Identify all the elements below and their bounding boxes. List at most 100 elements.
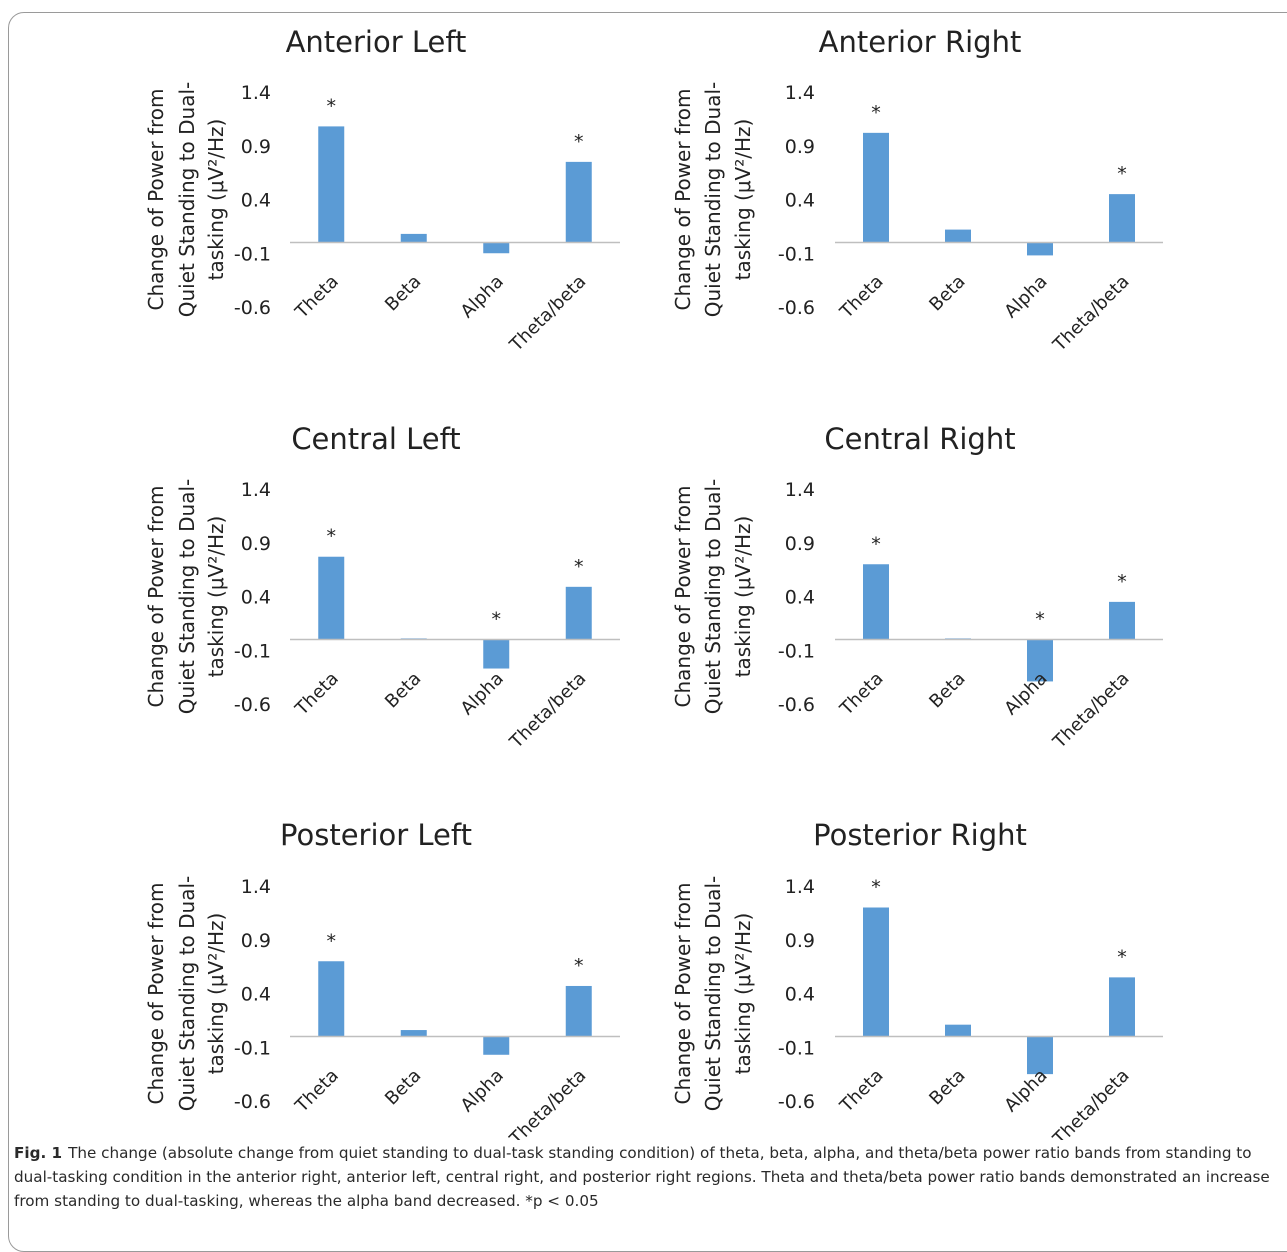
chart-1-bar-beta: [400, 233, 427, 243]
chart-1: Anterior Left Change of Power from Quiet S…: [144, 25, 620, 356]
caption-label: Fig. 1: [14, 1144, 63, 1162]
chart-2-sig-marker-1: *: [871, 102, 881, 124]
chart-3-ylabel-line-3: tasking (μV²/Hz): [204, 516, 228, 678]
chart-3-sig-marker-4: *: [574, 556, 584, 578]
chart-5-ytick-3: 0.4: [241, 984, 271, 1006]
chart-4-ylabel-line-3: tasking (μV²/Hz): [731, 516, 755, 678]
chart-2-bar-beta: [945, 229, 971, 243]
chart-5-xtick-2: Beta: [381, 1065, 425, 1109]
chart-2-xtick-3: Alpha: [1000, 271, 1051, 322]
chart-1-bar-alpha: [483, 242, 510, 254]
chart-2-xtick-2: Beta: [925, 271, 969, 315]
chart-4-ytick-1: 1.4: [785, 479, 815, 501]
chart-4-bar-theta-beta: [1109, 601, 1135, 640]
chart-2-ytick-5: -0.6: [778, 297, 815, 319]
chart-5-bar-beta: [400, 1030, 427, 1037]
chart-4-ytick-2: 0.9: [785, 533, 815, 555]
chart-2-xtick-4: Theta/beta: [1049, 271, 1134, 356]
chart-3-xtick-2: Beta: [381, 668, 425, 712]
chart-5-ylabel-line-1: Change of Power from: [144, 883, 168, 1105]
chart-5-bar-alpha: [483, 1036, 510, 1055]
chart-6-ylabel-line-2: Quiet Standing to Dual-: [701, 876, 725, 1111]
chart-1-title: Anterior Left: [286, 25, 467, 59]
chart-3-xtick-4: Theta/beta: [505, 668, 590, 753]
chart-6-ylabel-line-3: tasking (μV²/Hz): [731, 913, 755, 1075]
chart-3-sig-marker-3: *: [492, 609, 502, 631]
chart-6-ytick-4: -0.1: [778, 1037, 815, 1059]
chart-5-xtick-3: Alpha: [457, 1065, 508, 1116]
chart-6-ytick-5: -0.6: [778, 1091, 815, 1113]
chart-4-ylabel-line-2: Quiet Standing to Dual-: [701, 479, 725, 714]
chart-2-title: Anterior Right: [819, 25, 1022, 59]
chart-1-xtick-4: Theta/beta: [505, 271, 590, 356]
caption-text: The change (absolute change from quiet s…: [14, 1144, 1270, 1210]
chart-2-sig-marker-4: *: [1117, 163, 1127, 185]
chart-1-bar-theta: [318, 126, 345, 243]
chart-3-ylabel-line-1: Change of Power from: [144, 486, 168, 708]
chart-1-ylabel-line-3: tasking (μV²/Hz): [204, 119, 228, 281]
chart-5-ytick-1: 1.4: [241, 876, 271, 898]
chart-6-xtick-3: Alpha: [1000, 1065, 1051, 1116]
chart-3-ytick-2: 0.9: [241, 533, 271, 555]
chart-1-sig-marker-4: *: [574, 131, 584, 153]
chart-4: Central Right Change of Power from Quiet S…: [671, 422, 1163, 753]
chart-4-sig-marker-3: *: [1035, 609, 1045, 631]
chart-6-ytick-1: 1.4: [785, 876, 815, 898]
chart-5-sig-marker-1: *: [327, 930, 337, 952]
chart-5-ylabel-line-3: tasking (μV²/Hz): [204, 913, 228, 1075]
chart-5-bar-theta: [318, 961, 345, 1037]
chart-6-title: Posterior Right: [813, 818, 1027, 852]
chart-6-ytick-2: 0.9: [785, 930, 815, 952]
chart-6-bar-beta: [945, 1024, 971, 1037]
chart-6-xtick-2: Beta: [925, 1065, 969, 1109]
chart-5-sig-marker-4: *: [574, 955, 584, 977]
chart-3-xtick-1: Theta: [291, 668, 343, 720]
chart-2-bar-alpha: [1027, 242, 1053, 256]
chart-1-bar-theta-beta: [565, 161, 592, 243]
chart-1-ylabel-line-2: Quiet Standing to Dual-: [175, 82, 199, 317]
chart-4-xtick-3: Alpha: [1000, 668, 1051, 719]
chart-5-ytick-4: -0.1: [234, 1037, 271, 1059]
chart-3-title: Central Left: [291, 422, 460, 456]
chart-2: Anterior Right Change of Power from Quiet …: [671, 25, 1163, 356]
chart-1-ytick-2: 0.9: [241, 136, 271, 158]
chart-5-xtick-1: Theta: [291, 1065, 343, 1117]
chart-3-ytick-4: -0.1: [234, 640, 271, 662]
chart-3: Central Left Change of Power from Quiet St…: [144, 422, 620, 753]
chart-6-bar-theta-beta: [1109, 977, 1135, 1037]
chart-4-ytick-3: 0.4: [785, 587, 815, 609]
chart-1-xtick-3: Alpha: [457, 271, 508, 322]
chart-6-ylabel-line-1: Change of Power from: [671, 883, 695, 1105]
chart-2-ytick-1: 1.4: [785, 82, 815, 104]
chart-4-bar-theta: [863, 564, 889, 640]
chart-6-bar-theta: [863, 907, 889, 1037]
chart-3-ytick-3: 0.4: [241, 587, 271, 609]
chart-2-bar-theta-beta: [1109, 194, 1135, 243]
chart-4-sig-marker-4: *: [1117, 571, 1127, 593]
chart-3-sig-marker-1: *: [327, 526, 337, 548]
chart-1-xtick-1: Theta: [291, 271, 343, 323]
chart-1-ytick-5: -0.6: [234, 297, 271, 319]
chart-2-ytick-4: -0.1: [778, 243, 815, 265]
chart-6-sig-marker-4: *: [1117, 946, 1127, 968]
chart-1-ylabel-line-1: Change of Power from: [144, 89, 168, 311]
chart-6-sig-marker-1: *: [871, 877, 881, 899]
chart-6-xtick-1: Theta: [836, 1065, 888, 1117]
chart-5: Posterior Left Change of Power from Quiet …: [144, 818, 620, 1140]
chart-4-xtick-2: Beta: [925, 668, 969, 712]
chart-1-ytick-1: 1.4: [241, 82, 271, 104]
chart-1-ytick-4: -0.1: [234, 243, 271, 265]
chart-2-ylabel-line-2: Quiet Standing to Dual-: [701, 82, 725, 317]
chart-5-ytick-5: -0.6: [234, 1091, 271, 1113]
chart-3-bar-theta: [318, 556, 345, 640]
chart-4-ylabel-line-1: Change of Power from: [671, 486, 695, 708]
chart-6-bar-alpha: [1027, 1036, 1053, 1075]
chart-3-bar-theta-beta: [565, 586, 592, 640]
chart-2-bar-theta: [863, 132, 889, 243]
chart-4-sig-marker-1: *: [871, 533, 881, 555]
chart-6-xtick-4: Theta/beta: [1049, 1065, 1134, 1140]
chart-2-ylabel-line-3: tasking (μV²/Hz): [731, 119, 755, 281]
chart-3-ytick-5: -0.6: [234, 694, 271, 716]
chart-2-ytick-2: 0.9: [785, 136, 815, 158]
chart-4-xtick-4: Theta/beta: [1049, 668, 1134, 753]
